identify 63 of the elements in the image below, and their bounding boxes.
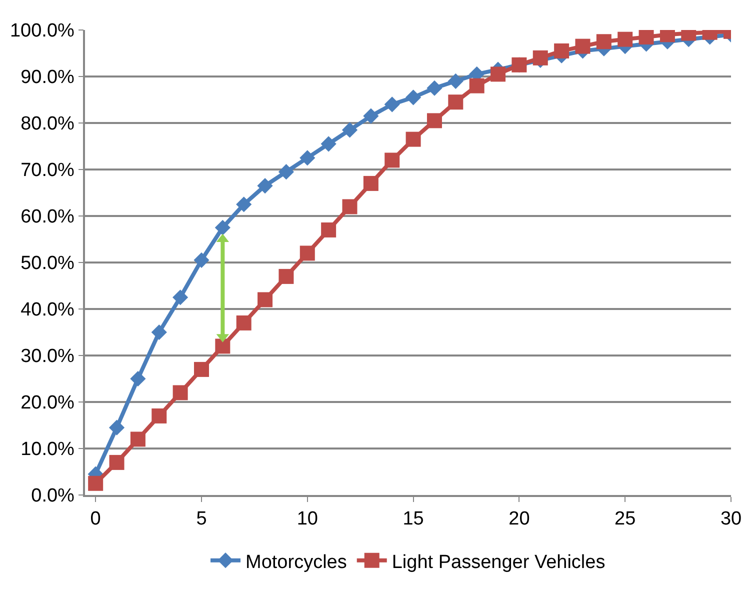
x-tick-label: 0: [90, 508, 101, 530]
point: [151, 324, 167, 340]
point: [130, 432, 146, 447]
point: [194, 252, 210, 268]
point: [130, 370, 146, 387]
x-tick-label: 15: [402, 508, 424, 530]
point: [342, 122, 358, 138]
x-tick-label: 30: [720, 508, 742, 530]
point: [172, 290, 188, 306]
point: [363, 176, 378, 191]
point: [448, 94, 464, 110]
legend-label: Light Passenger Vehicles: [392, 552, 606, 573]
point: [363, 108, 379, 124]
y-tick-label: 80.0%: [20, 114, 75, 135]
point: [194, 362, 209, 377]
point: [426, 80, 442, 96]
point: [426, 113, 442, 128]
y-tick-label: 100.0%: [10, 20, 75, 42]
y-tick-label: 70.0%: [20, 160, 75, 182]
x-tick-label: 5: [196, 508, 207, 530]
point: [406, 90, 422, 106]
y-tick-label: 10.0%: [20, 439, 75, 460]
point: [215, 338, 230, 354]
point: [448, 73, 464, 89]
y-tick-label: 0.0%: [31, 486, 75, 507]
point: [490, 66, 506, 82]
point: [320, 136, 336, 152]
y-tick-label: 30.0%: [20, 346, 75, 368]
y-tick-label: 90.0%: [20, 67, 75, 88]
point: [236, 196, 252, 212]
point: [258, 292, 273, 308]
point: [532, 50, 548, 66]
point: [109, 454, 124, 470]
point: [384, 96, 400, 112]
point: [384, 152, 400, 168]
point: [554, 43, 570, 58]
x-tick-label: 25: [614, 508, 636, 530]
point: [257, 178, 273, 194]
point: [236, 315, 252, 330]
y-tick-label: 40.0%: [20, 300, 75, 321]
point: [214, 220, 230, 236]
point: [300, 150, 316, 166]
point: [108, 420, 125, 436]
legend-label: Motorcycles: [246, 552, 347, 573]
point: [300, 246, 315, 261]
point: [575, 38, 590, 54]
point: [88, 476, 104, 491]
point: [172, 385, 188, 400]
x-tick-label: 10: [296, 508, 318, 530]
point: [406, 132, 421, 147]
y-tick-label: 20.0%: [20, 392, 75, 414]
point: [638, 30, 654, 44]
x-tick-label: 20: [508, 508, 530, 530]
point: [618, 32, 633, 47]
point: [342, 199, 358, 214]
point: [152, 408, 167, 424]
point: [596, 34, 612, 50]
point: [278, 268, 294, 284]
point: [278, 164, 294, 180]
point: [469, 78, 484, 94]
y-tick-label: 50.0%: [20, 253, 75, 274]
point: [321, 222, 336, 238]
y-tick-label: 60.0%: [20, 206, 75, 228]
